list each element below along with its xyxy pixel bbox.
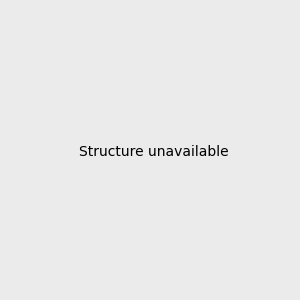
Text: Structure unavailable: Structure unavailable <box>79 145 229 158</box>
